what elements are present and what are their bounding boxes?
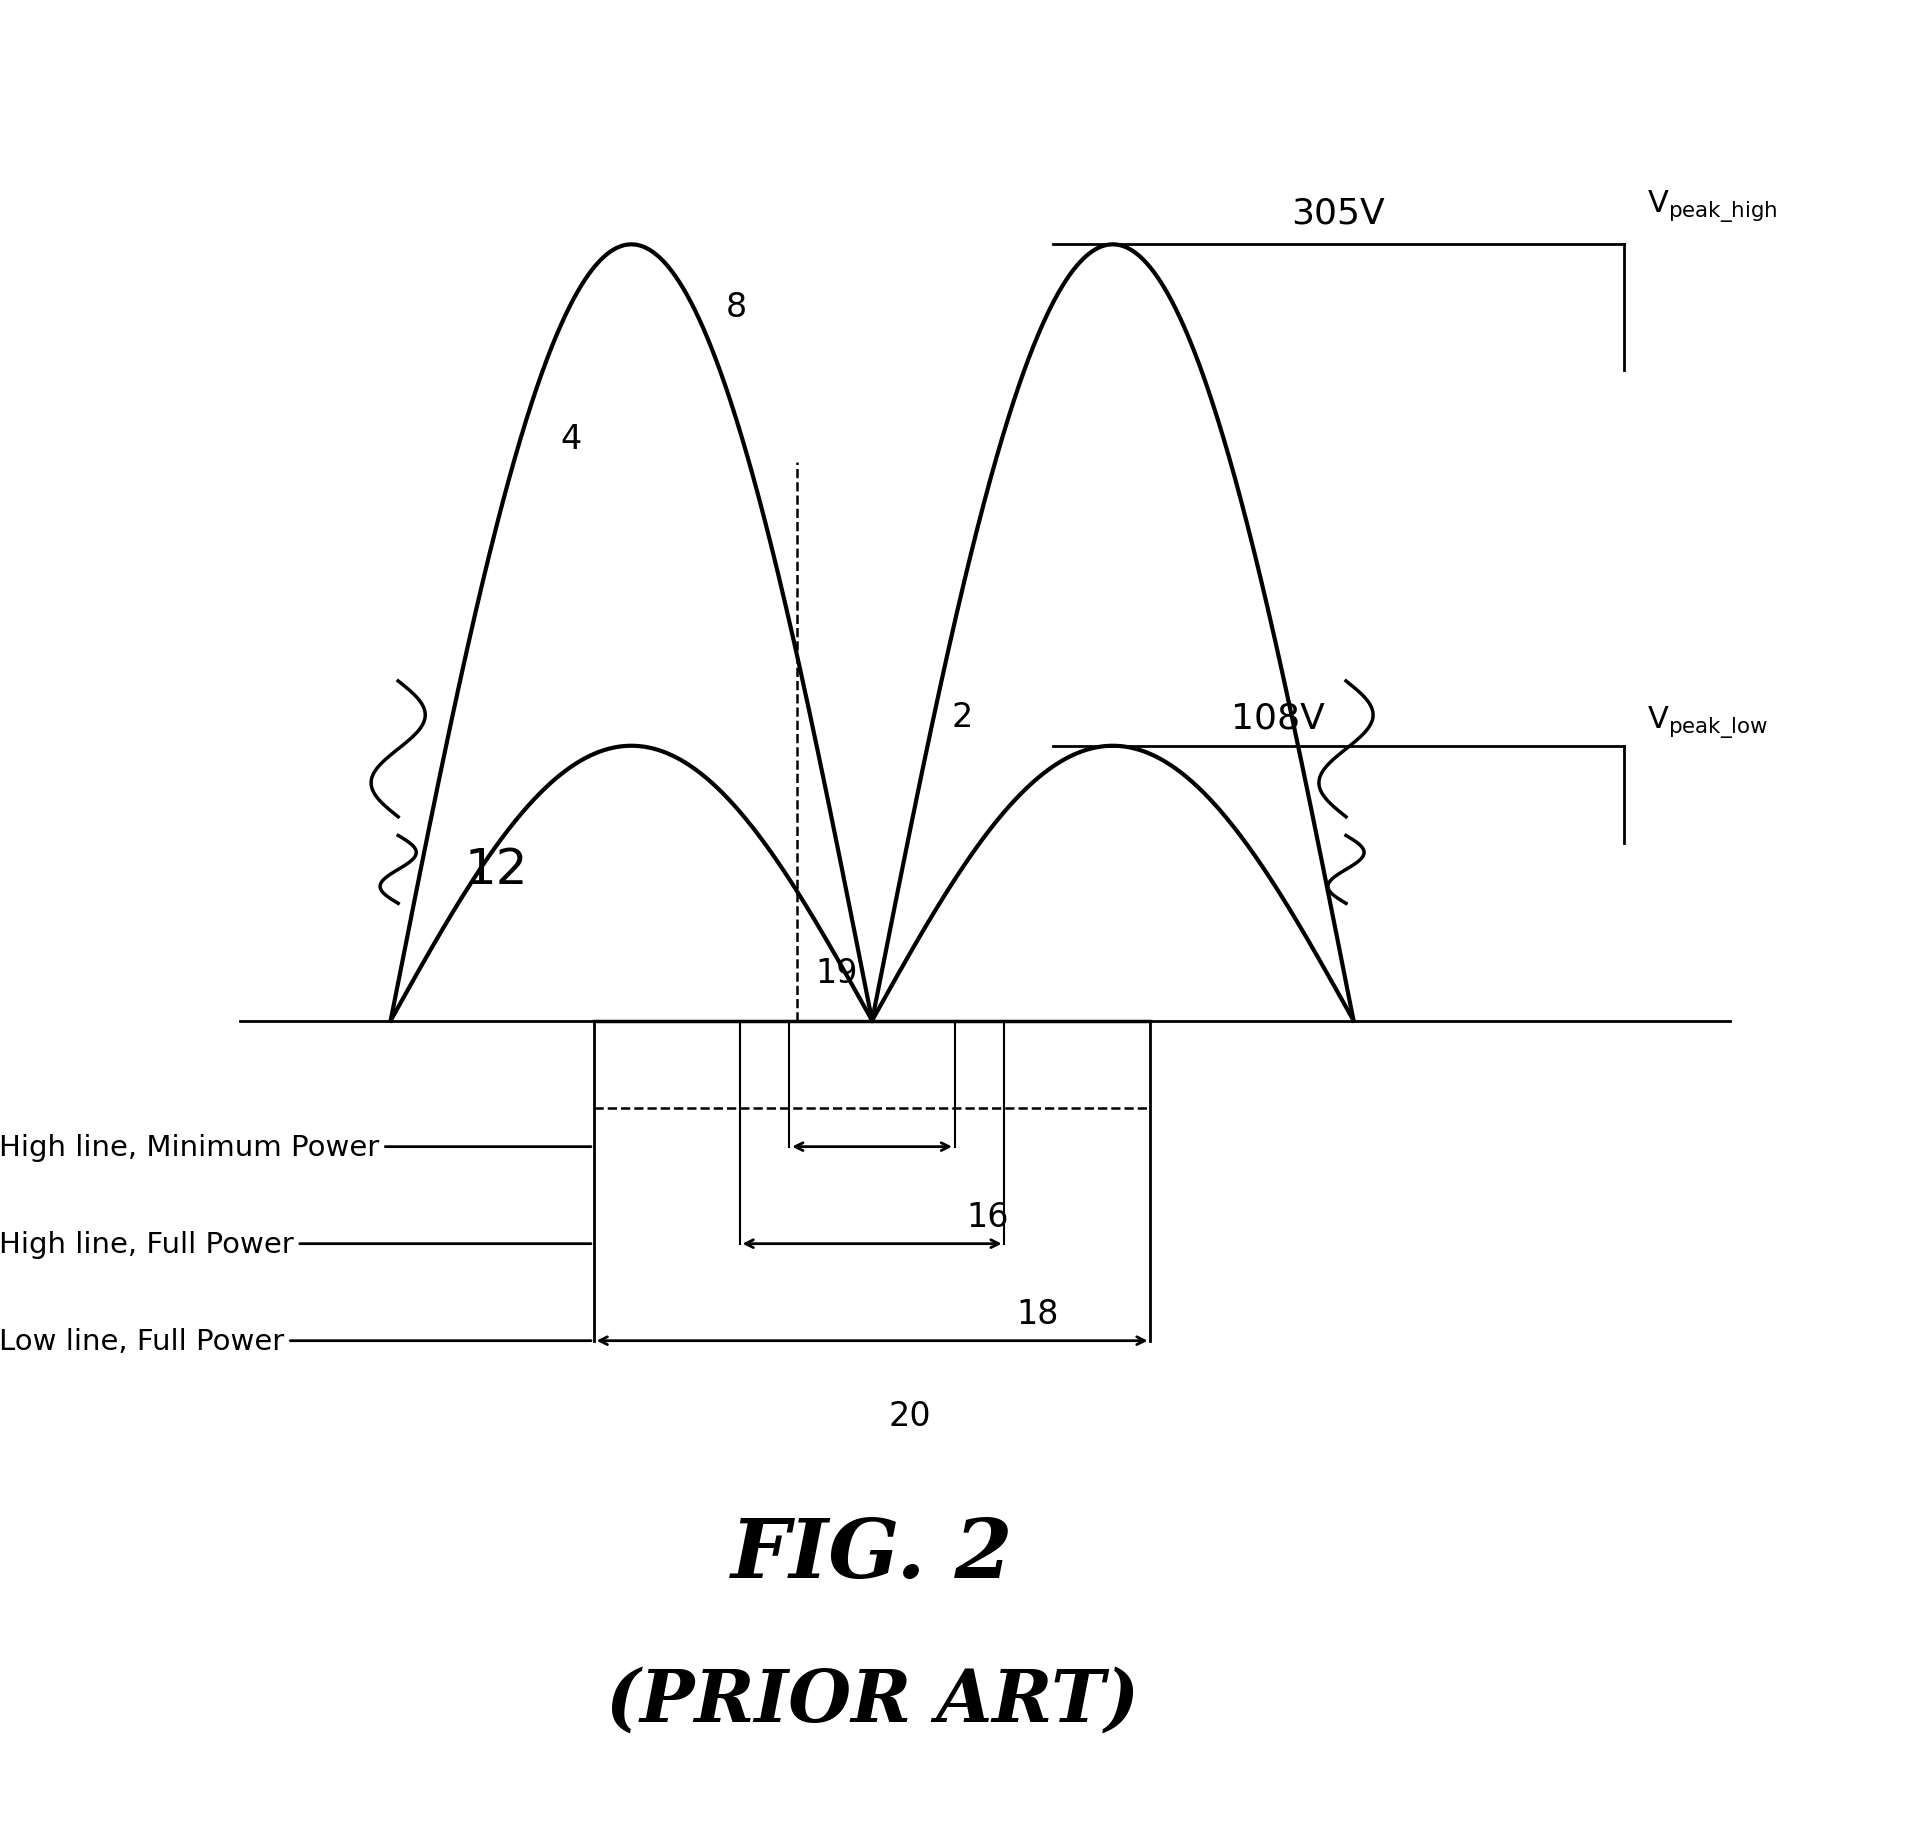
Text: 4: 4 <box>561 423 582 456</box>
Text: 19: 19 <box>816 955 858 989</box>
Text: 16: 16 <box>966 1201 1010 1233</box>
Text: Low line, Full Power: Low line, Full Power <box>0 1327 592 1355</box>
Text: 20: 20 <box>889 1399 931 1432</box>
Text: 18: 18 <box>1016 1297 1058 1331</box>
Text: High line, Minimum Power: High line, Minimum Power <box>0 1133 592 1161</box>
Text: 305V: 305V <box>1292 196 1386 231</box>
Text: FIG. 2: FIG. 2 <box>731 1514 1014 1595</box>
Text: 2: 2 <box>952 700 974 734</box>
Text: (PRIOR ART): (PRIOR ART) <box>605 1665 1139 1735</box>
Text: 8: 8 <box>727 290 748 323</box>
Text: 108V: 108V <box>1232 700 1325 736</box>
Text: $\mathregular{V_{peak\_high}}$: $\mathregular{V_{peak\_high}}$ <box>1647 188 1778 224</box>
Text: High line, Full Power: High line, Full Power <box>0 1231 592 1258</box>
Text: 12: 12 <box>465 846 528 894</box>
Text: $\mathregular{V_{peak\_low}}$: $\mathregular{V_{peak\_low}}$ <box>1647 704 1768 741</box>
